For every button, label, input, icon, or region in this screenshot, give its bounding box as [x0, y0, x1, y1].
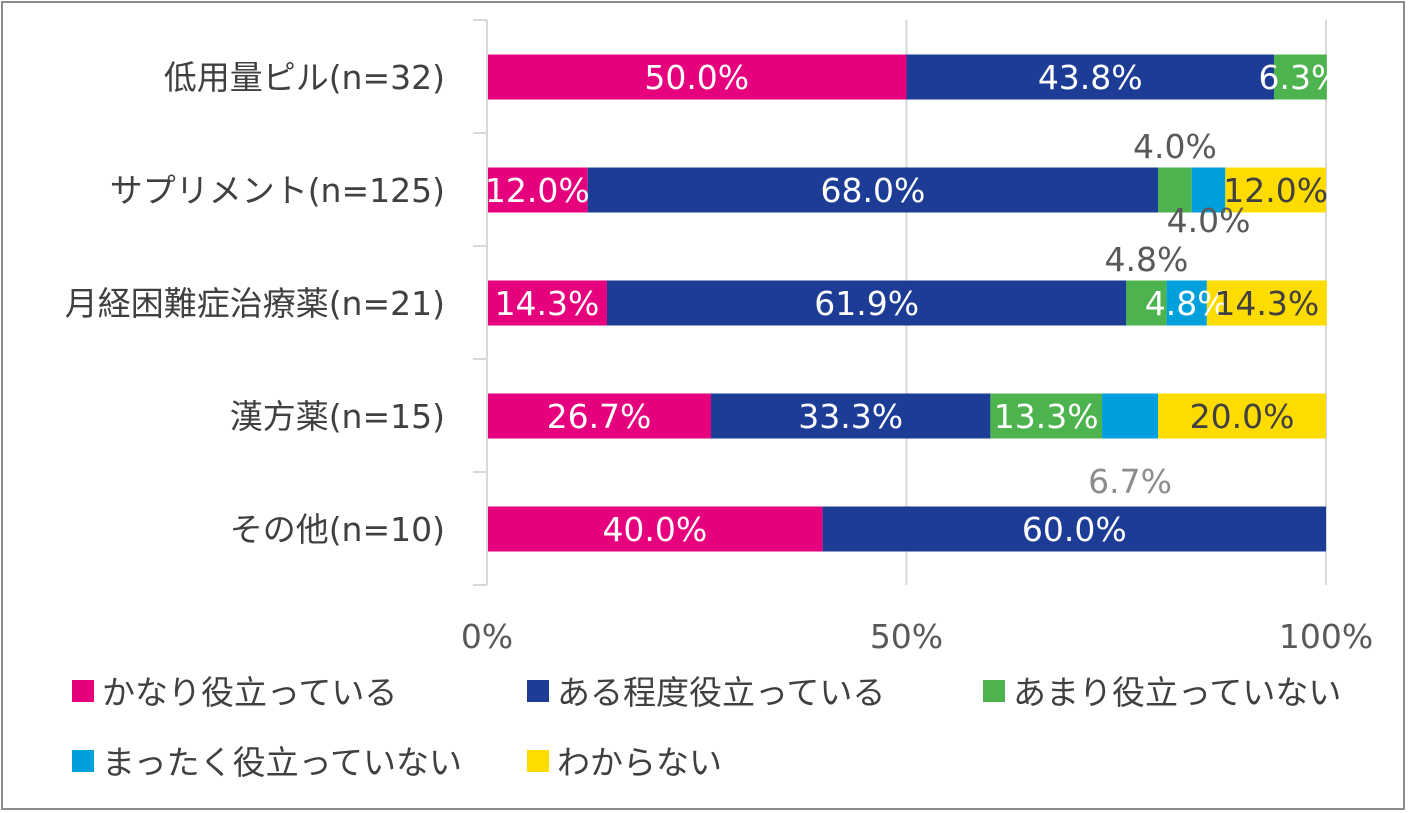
data-label: 4.8%: [1145, 284, 1229, 323]
bar-segment: [487, 280, 607, 326]
category-label: サプリメント(n=125): [110, 171, 445, 210]
data-label: 60.0%: [1022, 510, 1127, 549]
data-label: 43.8%: [1038, 58, 1143, 97]
legend-label: ある程度役立っている: [557, 673, 885, 712]
bar-segment: [1166, 280, 1207, 326]
category-label: 低用量ピル(n=32): [164, 58, 445, 97]
legend-swatch: [527, 750, 549, 772]
bar-segment: [487, 54, 907, 100]
bar-segment: [487, 167, 588, 213]
data-label: 4.0%: [1167, 201, 1251, 240]
bar-segment: [1191, 167, 1226, 213]
legend-item: わからない: [527, 743, 722, 782]
legend-item: あまり役立っていない: [983, 673, 1341, 712]
bar-segment: [606, 280, 1127, 326]
bar-segment: [990, 393, 1102, 439]
category-label: 漢方薬(n=15): [230, 397, 445, 436]
data-label: 12.0%: [1223, 171, 1328, 210]
bar-segment: [587, 167, 1159, 213]
data-label: 4.0%: [1133, 127, 1217, 166]
bar-segment: [1158, 167, 1192, 213]
data-label: 13.3%: [994, 397, 1099, 436]
data-label: 6.3%: [1258, 58, 1342, 97]
data-label: 4.8%: [1105, 240, 1189, 279]
bar-segment: [1225, 167, 1326, 213]
bar-segment: [822, 506, 1326, 552]
bar-segment: [906, 54, 1274, 100]
data-label: 20.0%: [1190, 397, 1295, 436]
legend-label: まったく役立っていない: [102, 743, 462, 782]
bar-segment: [711, 393, 991, 439]
data-label: 6.7%: [1088, 462, 1172, 501]
bar-segment: [1158, 393, 1326, 439]
data-label: 33.3%: [798, 397, 903, 436]
legend-swatch: [983, 680, 1005, 702]
data-label: 40.0%: [602, 510, 707, 549]
legend-swatch: [527, 680, 549, 702]
bar-segment: [1126, 280, 1167, 326]
legend-swatch: [72, 680, 94, 702]
data-label: 12.0%: [485, 171, 590, 210]
legend-label: かなり役立っている: [102, 673, 397, 712]
bar-segment: [1101, 393, 1159, 439]
legend-item: まったく役立っていない: [72, 743, 462, 782]
legend-item: かなり役立っている: [72, 673, 397, 712]
legend-label: わからない: [557, 743, 722, 782]
data-label: 14.3%: [495, 284, 600, 323]
data-label: 68.0%: [821, 171, 926, 210]
bar-segment: [487, 393, 712, 439]
x-tick-label: 50%: [870, 617, 943, 656]
x-tick-label: 0%: [461, 617, 513, 656]
bar-segment: [1273, 54, 1327, 100]
data-label: 26.7%: [547, 397, 652, 436]
legend-item: ある程度役立っている: [527, 673, 885, 712]
data-label: 14.3%: [1214, 284, 1319, 323]
category-label: 月経困難症治療薬(n=21): [65, 284, 445, 323]
data-label: 50.0%: [644, 58, 749, 97]
legend-label: あまり役立っていない: [1013, 673, 1341, 712]
bar-segment: [487, 506, 823, 552]
data-label: 61.9%: [814, 284, 919, 323]
x-tick-label: 100%: [1279, 617, 1373, 656]
category-label: その他(n=10): [230, 510, 445, 549]
legend-swatch: [72, 750, 94, 772]
bar-segment: [1206, 280, 1327, 326]
